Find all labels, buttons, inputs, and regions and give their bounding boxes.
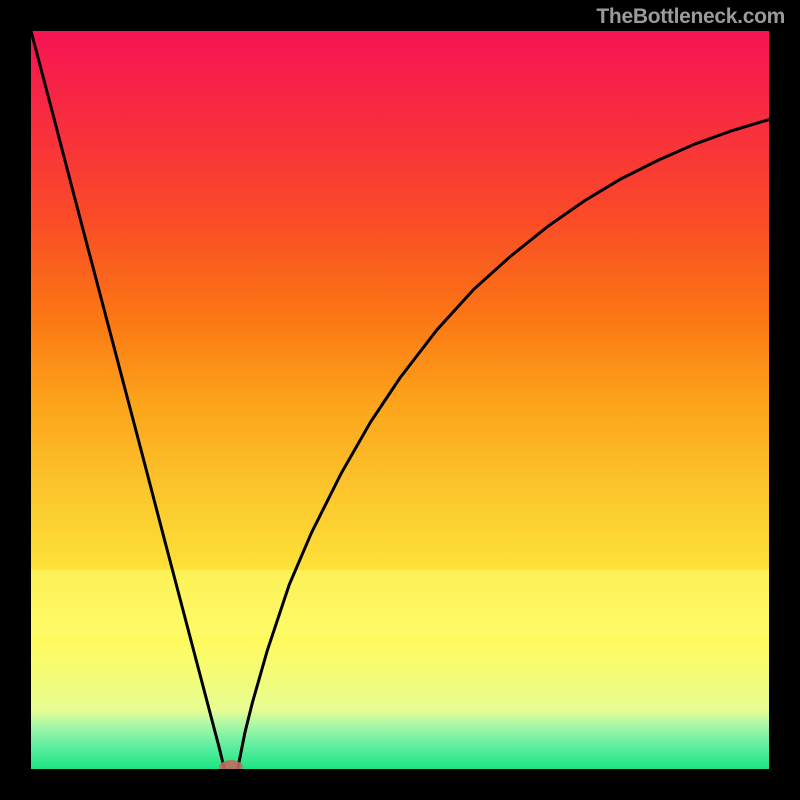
bottleneck-curve-left [31, 31, 224, 769]
attribution-text: TheBottleneck.com [596, 5, 785, 29]
bottleneck-curve-right [238, 120, 769, 769]
curve-layer [31, 31, 769, 769]
plot-area [31, 31, 769, 769]
chart-container: TheBottleneck.com [0, 0, 800, 800]
